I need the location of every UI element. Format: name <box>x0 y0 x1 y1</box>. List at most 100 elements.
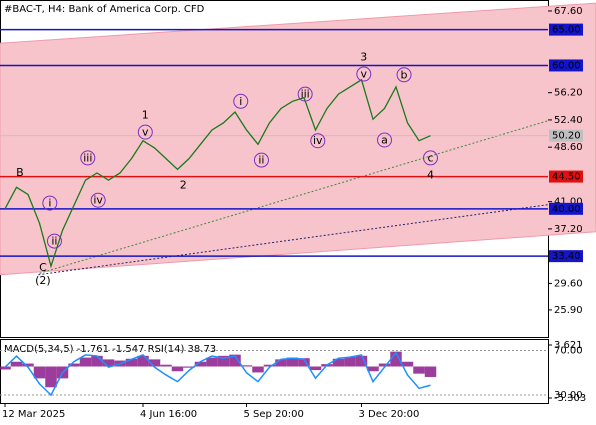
macd-bar <box>10 361 23 367</box>
macd-bar <box>91 355 103 367</box>
macd-bar <box>309 366 322 371</box>
x-tick-label: 4 Jun 16:00 <box>140 409 197 420</box>
wave-circle <box>253 152 269 168</box>
macd-bar <box>45 366 57 388</box>
wave-label: C <box>39 261 47 274</box>
wave-circle <box>42 195 58 211</box>
wave-label: a <box>381 134 388 147</box>
y-tick-label: -5.303 <box>554 393 586 404</box>
wave-label: i <box>239 95 242 108</box>
y-tick-label: 25.90 <box>554 305 583 316</box>
wave-label: B <box>16 166 24 179</box>
macd-bar <box>413 366 425 374</box>
macd-bar <box>171 366 184 372</box>
y-tick-label: 41.00 <box>554 197 583 208</box>
wave-label: iv <box>313 134 323 147</box>
y2-tick-label: 30.00 <box>554 390 583 401</box>
macd-bar <box>240 365 253 367</box>
macd-bar <box>355 355 368 367</box>
x-tick-label: 12 Mar 2025 <box>2 409 65 420</box>
wave-label: iv <box>93 194 103 207</box>
y-tick-label: 37.20 <box>554 224 583 235</box>
macd-bar <box>194 361 207 367</box>
macd-bar <box>183 366 195 368</box>
wave-circle <box>297 86 313 102</box>
wave-circle <box>80 150 96 166</box>
macd-bar <box>275 359 287 367</box>
macd-bar <box>424 366 437 377</box>
trendline <box>39 120 549 274</box>
wave-circle <box>233 93 249 109</box>
macd-bar <box>160 364 172 367</box>
level-label-box <box>549 170 583 183</box>
macd-bar <box>286 357 299 367</box>
wave-circle <box>46 233 62 249</box>
wave-label: 4 <box>427 169 434 182</box>
y-tick-label: 67.60 <box>554 6 583 17</box>
x-tick-label: 5 Sep 20:00 <box>244 409 304 420</box>
y-tick-label: 29.60 <box>554 278 583 289</box>
level-label: 65.00 <box>552 25 581 36</box>
macd-bar <box>263 364 276 367</box>
current-price-box <box>549 129 583 142</box>
wave-label: iii <box>83 151 92 164</box>
level-label: 33.40 <box>552 251 581 262</box>
trendline <box>38 204 549 276</box>
channel <box>0 2 596 276</box>
macd-bar <box>206 357 218 367</box>
y2-tick-label: 70.00 <box>554 345 583 356</box>
wave-label: 3 <box>360 50 367 63</box>
macd-bar <box>298 358 310 367</box>
indicator-title: MACD(5,34,5) -1.761 -1.547 RSI(14) 38.73 <box>4 344 216 355</box>
macd-bar <box>252 366 264 373</box>
wave-label: 2 <box>180 179 187 192</box>
macd-bar <box>68 363 80 367</box>
x-tick-label: 3 Dec 20:00 <box>359 409 420 420</box>
wave-circle <box>310 133 326 149</box>
wave-circle <box>396 67 412 83</box>
wave-circle <box>377 132 392 148</box>
macd-bar <box>137 355 149 367</box>
macd-bar <box>390 351 402 367</box>
chart-title: #BAC-T, H4: Bank of America Corp. CFD <box>4 4 205 15</box>
wave-label: i <box>48 197 51 210</box>
macd-bar <box>332 358 345 367</box>
macd-bar <box>367 366 379 372</box>
y-tick-label: 52.40 <box>554 115 583 126</box>
level-label: 60.00 <box>552 60 581 71</box>
price-line <box>4 78 431 269</box>
macd-bar <box>79 357 92 367</box>
wave-circle <box>90 192 106 208</box>
level-label-box <box>549 250 583 263</box>
macd-bar <box>378 363 391 367</box>
macd-bar <box>229 354 241 367</box>
level-label-box <box>549 59 583 72</box>
level-label-box <box>549 202 583 215</box>
level-label-box <box>549 23 583 36</box>
wave-circle <box>356 66 372 82</box>
level-label: 44.50 <box>552 172 581 183</box>
macd-bar <box>102 359 115 367</box>
y-tick-label: 56.20 <box>554 88 583 99</box>
wave-label: 1 <box>142 108 149 121</box>
macd-bar <box>217 355 230 367</box>
main-layer <box>0 2 596 276</box>
wave-label: c <box>427 151 433 164</box>
macd-bar <box>33 366 46 379</box>
wave-label: ii <box>258 154 264 167</box>
wave-label: v <box>361 68 368 81</box>
macd-bar <box>148 359 161 367</box>
macd-bar <box>125 358 138 367</box>
wave-label: b <box>401 68 408 81</box>
wave-label: ii <box>51 235 57 248</box>
current-price-label: 50.20 <box>552 131 581 142</box>
macd-bar <box>401 361 414 367</box>
macd-bar <box>344 357 356 367</box>
macd-bar <box>22 363 34 367</box>
wave-circle <box>137 124 153 140</box>
macd-bar <box>0 366 11 370</box>
wave-circle <box>423 150 438 166</box>
level-label: 40.00 <box>552 204 581 215</box>
y-tick-label: 3.621 <box>554 340 583 351</box>
